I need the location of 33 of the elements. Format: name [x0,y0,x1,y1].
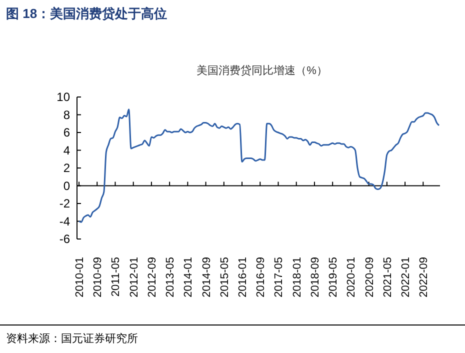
x-tick-label: 2012-01 [128,257,140,298]
x-tick-label: 2016-01 [237,257,250,298]
x-tick-label: 2017-05 [273,257,286,298]
y-tick-label: 0 [63,178,70,193]
chart-subtitle: 美国消费贷同比增速（%） [196,64,328,77]
y-tick-label: 2 [63,161,70,175]
x-tick-label: 2013-05 [164,257,177,298]
x-tick-label: 2015-05 [218,257,231,298]
x-tick-label: 2014-01 [182,257,195,298]
x-tick-label: 2018-09 [309,257,322,298]
chart-title: 图 18：美国消费贷处于高位 [6,6,168,21]
y-tick-label: 4 [63,143,70,158]
x-tick-label: 2018-01 [291,257,304,298]
x-tick-label: 2021-05 [382,257,394,298]
x-tick-label: 2010-01 [74,257,86,298]
y-tick-label: -4 [59,214,70,228]
x-tick-label: 2016-09 [255,257,268,298]
x-tick-label: 2014-09 [200,257,213,298]
x-tick-label: 2020-09 [364,257,376,298]
y-tick-label: 6 [63,126,70,140]
x-tick-label: 2019-05 [328,257,340,298]
y-tick-label: -2 [59,196,70,210]
x-tick-label: 2020-01 [346,257,358,298]
y-tick-label: 10 [56,90,70,104]
line-series [78,108,440,223]
x-tick-label: 2011-05 [110,257,122,297]
text: 资料来源：国元证券研究所 [6,332,138,345]
x-tick-label: 2012-09 [146,257,158,298]
x-tick-label: 2022-09 [418,257,430,298]
y-tick-label: -6 [59,232,70,246]
x-tick-label: 2022-01 [400,257,412,298]
y-tick-label: 8 [63,108,70,122]
x-tick-label: 2010-09 [92,257,104,298]
